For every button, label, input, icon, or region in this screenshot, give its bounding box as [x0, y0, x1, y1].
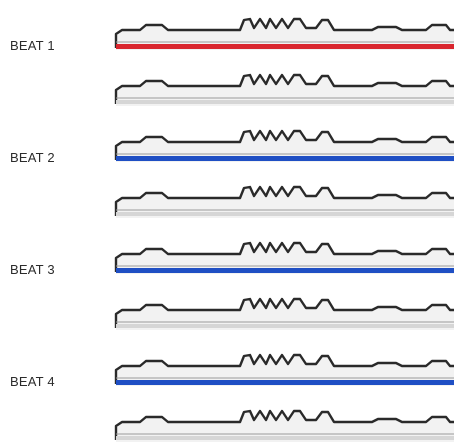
- beat-label-4: BEAT 4: [10, 374, 55, 389]
- dj-controller-icon: [114, 17, 454, 50]
- accent-strip: [116, 212, 454, 216]
- accent-strip: [116, 156, 454, 161]
- controller-row-1[interactable]: [0, 6, 454, 54]
- controller-row-2[interactable]: [0, 62, 454, 110]
- dj-controller-icon: [114, 241, 454, 274]
- dj-controller-icon: [114, 73, 454, 106]
- beat-label-2: BEAT 2: [10, 150, 55, 165]
- dj-controller-icon: [114, 409, 454, 442]
- dj-controller-icon: [114, 185, 454, 218]
- controller-row-4[interactable]: [0, 174, 454, 222]
- accent-strip: [116, 436, 454, 440]
- accent-strip: [116, 100, 454, 104]
- beat-label-3: BEAT 3: [10, 262, 55, 277]
- beat-label-1: BEAT 1: [10, 38, 55, 53]
- dj-controller-icon: [114, 129, 454, 162]
- controller-row-5[interactable]: [0, 230, 454, 278]
- accent-strip: [116, 268, 454, 273]
- controller-row-8[interactable]: [0, 398, 454, 446]
- controller-row-3[interactable]: [0, 118, 454, 166]
- dj-controller-icon: [114, 353, 454, 386]
- controller-row-7[interactable]: [0, 342, 454, 390]
- accent-strip: [116, 380, 454, 385]
- accent-strip: [116, 44, 454, 49]
- controller-row-6[interactable]: [0, 286, 454, 334]
- dj-controller-icon: [114, 297, 454, 330]
- accent-strip: [116, 324, 454, 328]
